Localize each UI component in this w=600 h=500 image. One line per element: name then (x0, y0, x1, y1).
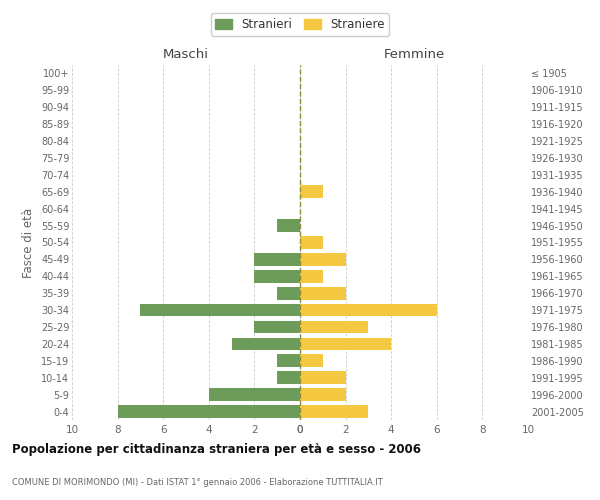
Bar (300, 186, 323, 198)
Title: Femmine: Femmine (383, 48, 445, 61)
Bar (254, 270, 300, 282)
Legend: Stranieri, Straniere: Stranieri, Straniere (211, 14, 389, 36)
Bar (300, 320, 368, 334)
Y-axis label: Fasce di età: Fasce di età (22, 208, 35, 278)
Bar (300, 372, 346, 384)
Bar (300, 388, 346, 401)
Bar (254, 253, 300, 266)
Bar (209, 388, 300, 401)
Bar (277, 220, 300, 232)
Y-axis label: Anni di nascita: Anni di nascita (598, 199, 600, 286)
Bar (277, 287, 300, 300)
Bar (277, 372, 300, 384)
Bar (300, 304, 437, 316)
Bar (300, 405, 368, 418)
Bar (300, 354, 323, 367)
Text: Popolazione per cittadinanza straniera per età e sesso - 2006: Popolazione per cittadinanza straniera p… (12, 442, 421, 456)
Bar (300, 270, 323, 282)
Bar (300, 287, 346, 300)
Text: COMUNE DI MORIMONDO (MI) - Dati ISTAT 1° gennaio 2006 - Elaborazione TUTTITALIA.: COMUNE DI MORIMONDO (MI) - Dati ISTAT 1°… (12, 478, 383, 487)
Bar (118, 405, 300, 418)
Title: Maschi: Maschi (163, 48, 209, 61)
Bar (254, 320, 300, 334)
Bar (140, 304, 300, 316)
Bar (300, 253, 346, 266)
Bar (277, 354, 300, 367)
Bar (300, 236, 323, 249)
Bar (232, 338, 300, 350)
Bar (300, 338, 391, 350)
